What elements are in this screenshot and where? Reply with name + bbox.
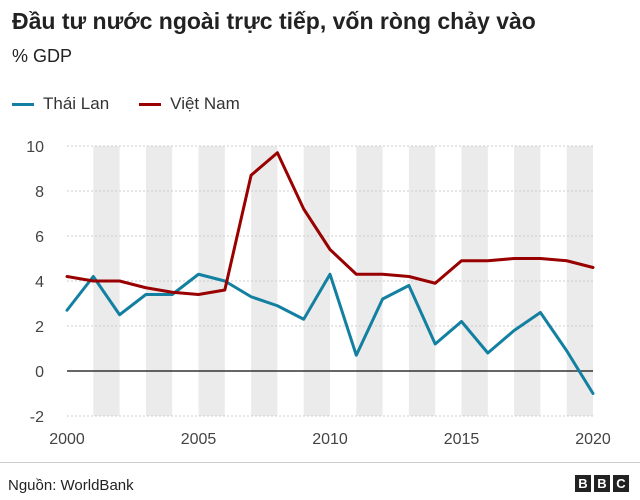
legend-item-thailand: Thái Lan <box>12 94 109 114</box>
x-tick-label: 2005 <box>181 431 217 448</box>
series-line-vietnam <box>65 151 595 296</box>
legend-label-vietnam: Việt Nam <box>170 94 240 113</box>
bbc-logo-letter: B <box>575 475 591 492</box>
x-tick-label: 2020 <box>575 431 611 448</box>
y-tick-label: -2 <box>30 409 44 426</box>
x-tick-label: 2015 <box>444 431 480 448</box>
x-tick-label: 2010 <box>312 431 348 448</box>
legend: Thái Lan Việt Nam <box>12 94 270 114</box>
chart-title: Đầu tư nước ngoài trực tiếp, vốn ròng ch… <box>12 8 536 34</box>
y-tick-label: 8 <box>35 184 44 201</box>
source-note: Nguồn: WorldBank <box>8 477 134 494</box>
y-tick-label: 0 <box>35 364 44 381</box>
line-chart: -2 0 2 4 6 8 10 2000 2005 2010 2015 2020 <box>26 139 611 448</box>
x-tick-label: 2000 <box>49 431 85 448</box>
y-tick-label: 2 <box>35 319 44 336</box>
chart-subtitle: % GDP <box>12 46 73 66</box>
y-tick-label: 4 <box>35 274 44 291</box>
legend-swatch-vietnam <box>139 102 162 106</box>
footer-divider <box>0 462 640 463</box>
bbc-logo: B B C <box>572 475 629 492</box>
bbc-logo-letter: B <box>594 475 610 492</box>
series-line-thailand <box>65 272 595 395</box>
legend-label-thailand: Thái Lan <box>43 94 110 113</box>
legend-swatch-thailand <box>12 102 34 106</box>
y-tick-label: 6 <box>35 229 44 246</box>
legend-item-vietnam: Việt Nam <box>139 94 240 114</box>
bbc-logo-letter: C <box>613 475 629 492</box>
y-tick-label: 10 <box>26 139 44 156</box>
